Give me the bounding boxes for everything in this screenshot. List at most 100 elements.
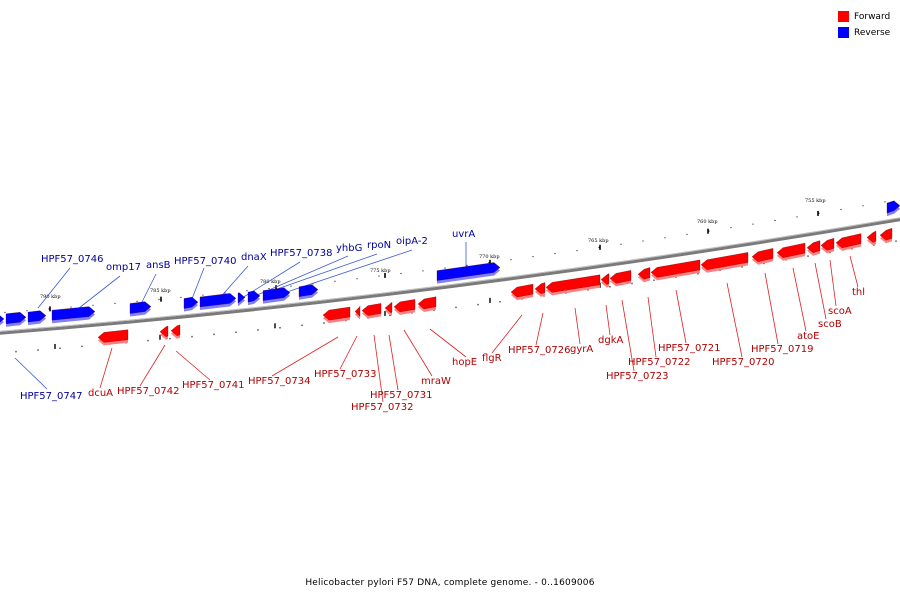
label-leader bbox=[429, 328, 467, 358]
forward-swatch bbox=[838, 11, 849, 22]
label-leader bbox=[829, 259, 837, 307]
label-leader bbox=[764, 272, 779, 345]
reverse-gene-arrow[interactable] bbox=[0, 314, 5, 325]
forward-gene-arrow[interactable] bbox=[879, 227, 893, 241]
forward-gene-label: hopE bbox=[452, 357, 477, 368]
forward-gene-label: HPF57_0720 bbox=[712, 357, 774, 368]
leaders-layer bbox=[14, 242, 859, 403]
forward-gene-arrow[interactable] bbox=[866, 230, 877, 243]
forward-gene-arrow[interactable] bbox=[700, 252, 749, 270]
label-leader bbox=[726, 282, 743, 358]
label-leader bbox=[139, 273, 157, 307]
forward-label: Forward bbox=[854, 11, 891, 22]
forward-gene-arrow[interactable] bbox=[159, 325, 169, 337]
forward-gene-arrow[interactable] bbox=[354, 305, 361, 317]
forward-gene-label: scoA bbox=[828, 306, 852, 317]
tick-label: 755 kbp bbox=[805, 198, 826, 204]
tick-label: 780 kbp bbox=[260, 279, 281, 285]
forward-gene-label: thl bbox=[852, 287, 865, 298]
reverse-gene-label: HPF57_0747 bbox=[20, 391, 82, 402]
reverse-label: Reverse bbox=[854, 27, 891, 38]
forward-gene-arrow[interactable] bbox=[820, 238, 835, 251]
forward-gene-arrow[interactable] bbox=[600, 273, 610, 285]
forward-gene-label: atoE bbox=[797, 331, 820, 342]
tick-label: 760 kbp bbox=[697, 219, 718, 225]
forward-gene-arrow[interactable] bbox=[510, 283, 534, 298]
label-leader bbox=[262, 253, 378, 295]
forward-gene-arrow[interactable] bbox=[361, 303, 382, 316]
forward-gene-arrow[interactable] bbox=[545, 274, 601, 293]
reverse-gene-label: yhbG bbox=[336, 243, 362, 254]
forward-gene-arrow[interactable] bbox=[806, 240, 821, 253]
reverse-gene-arrow[interactable] bbox=[237, 292, 246, 304]
genes-layer bbox=[0, 200, 900, 346]
tick-label: 770 kbp bbox=[479, 254, 500, 260]
forward-gene-arrow[interactable] bbox=[637, 267, 651, 280]
reverse-gene-label: uvrA bbox=[452, 229, 475, 240]
label-leader bbox=[605, 304, 611, 336]
label-leader bbox=[73, 275, 121, 313]
reverse-gene-arrow[interactable] bbox=[27, 310, 47, 323]
forward-gene-arrow[interactable] bbox=[322, 306, 351, 321]
legend: Forward Reverse bbox=[838, 9, 900, 41]
forward-gene-arrow[interactable] bbox=[534, 282, 546, 295]
forward-gene-arrow[interactable] bbox=[609, 270, 632, 284]
label-leader bbox=[139, 344, 166, 387]
reverse-gene-arrow[interactable] bbox=[183, 297, 199, 309]
reverse-gene-arrow[interactable] bbox=[436, 262, 501, 281]
reverse-gene-arrow[interactable] bbox=[247, 290, 261, 303]
label-leader bbox=[849, 255, 859, 288]
reverse-gene-arrow[interactable] bbox=[51, 306, 96, 321]
label-leader bbox=[37, 267, 71, 309]
reverse-gene-label: rpoN bbox=[367, 240, 391, 251]
forward-gene-label: gyrA bbox=[570, 344, 593, 355]
label-leader bbox=[254, 255, 349, 297]
label-leader bbox=[675, 289, 687, 344]
forward-gene-label: HPF57_0731 bbox=[370, 390, 432, 401]
forward-gene-arrow[interactable] bbox=[170, 324, 181, 336]
reverse-gene-label: HPF57_0738 bbox=[270, 248, 332, 259]
forward-gene-label: HPF57_0721 bbox=[658, 343, 720, 354]
label-leader bbox=[175, 350, 211, 381]
tick-label: 790 kbp bbox=[40, 294, 61, 300]
label-leader bbox=[574, 307, 581, 345]
label-leader bbox=[271, 336, 339, 377]
forward-gene-label: HPF57_0726 bbox=[508, 345, 570, 356]
reverse-gene-arrow[interactable] bbox=[262, 287, 291, 301]
forward-gene-arrow[interactable] bbox=[393, 299, 416, 313]
label-leader bbox=[373, 334, 384, 403]
label-leader bbox=[621, 299, 635, 372]
label-leader bbox=[403, 329, 433, 377]
forward-gene-label: HPF57_0722 bbox=[628, 357, 690, 368]
reverse-gene-arrow[interactable] bbox=[129, 301, 152, 314]
genome-backbone-highlight bbox=[0, 217, 900, 332]
forward-gene-arrow[interactable] bbox=[417, 296, 437, 310]
forward-gene-arrow[interactable] bbox=[835, 233, 862, 249]
reverse-gene-arrow[interactable] bbox=[298, 284, 319, 297]
tick-label: 775 kbp bbox=[370, 268, 391, 274]
label-leader bbox=[388, 334, 399, 391]
reverse-gene-arrow[interactable] bbox=[886, 200, 900, 214]
reverse-gene-arrow[interactable] bbox=[5, 312, 27, 324]
forward-gene-arrow[interactable] bbox=[650, 259, 701, 278]
legend-forward: Forward bbox=[838, 9, 900, 24]
forward-gene-label: flgR bbox=[482, 353, 502, 364]
reverse-gene-label: ansB bbox=[146, 260, 171, 271]
reverse-gene-label: oipA-2 bbox=[396, 236, 428, 247]
forward-gene-label: HPF57_0719 bbox=[751, 344, 813, 355]
label-leader bbox=[647, 296, 657, 358]
forward-gene-label: HPF57_0733 bbox=[314, 369, 376, 380]
caption: Helicobacter pylori F57 DNA, complete ge… bbox=[305, 578, 595, 588]
forward-gene-label: HPF57_0741 bbox=[182, 380, 244, 391]
forward-gene-arrow[interactable] bbox=[384, 301, 393, 314]
forward-gene-label: mraW bbox=[421, 376, 451, 387]
reverse-gene-arrow[interactable] bbox=[199, 293, 237, 308]
label-leader bbox=[14, 357, 48, 390]
forward-gene-arrow[interactable] bbox=[751, 248, 774, 262]
forward-gene-arrow[interactable] bbox=[97, 329, 129, 343]
tick-label: 785 kbp bbox=[150, 288, 171, 294]
reverse-gene-label: dnaX bbox=[241, 252, 267, 263]
forward-gene-arrow[interactable] bbox=[776, 242, 806, 258]
